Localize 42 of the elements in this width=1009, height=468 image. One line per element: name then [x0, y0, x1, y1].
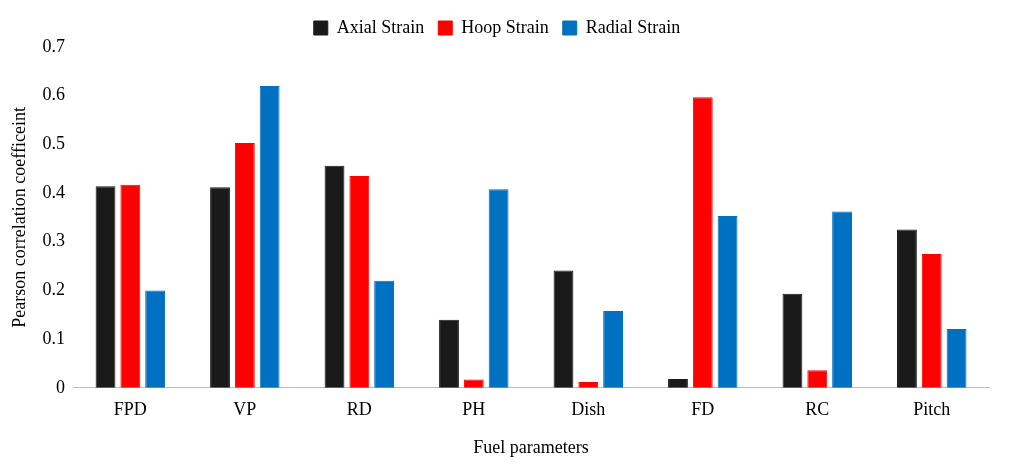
bar [897, 229, 917, 388]
bar [234, 142, 255, 388]
y-tick-label: 0.1 [42, 327, 66, 348]
x-tick-label: Pitch [913, 399, 951, 420]
y-tick-label: 0.6 [42, 84, 66, 105]
bar [603, 310, 624, 388]
y-tick-label: 0.7 [42, 35, 66, 56]
x-tick-label: Dish [571, 399, 606, 420]
bar [324, 165, 345, 388]
bar [259, 85, 280, 388]
bar [668, 379, 688, 388]
legend-label: Hoop Strain [461, 16, 549, 37]
x-tick-label: VP [233, 399, 257, 420]
bar [717, 215, 738, 388]
bar [374, 280, 395, 388]
y-tick-label: 0.2 [42, 279, 66, 300]
bar [349, 176, 370, 388]
bar [553, 270, 574, 388]
y-tick-label: 0.3 [42, 230, 66, 251]
y-tick-label: 0 [56, 376, 66, 397]
y-tick-label: 0.4 [42, 181, 66, 202]
bar [692, 97, 713, 388]
bar [95, 186, 116, 388]
x-tick-label: RD [346, 399, 372, 420]
x-tick-label: PH [462, 399, 486, 420]
bar [921, 253, 942, 388]
bar [120, 184, 141, 388]
legend-label: Radial Strain [585, 16, 681, 37]
bar [782, 293, 803, 388]
bar [832, 211, 852, 388]
bar [145, 290, 166, 388]
legend-label: Axial Strain [336, 16, 425, 37]
x-tick-label: FD [691, 399, 715, 420]
x-axis-title: Fuel parameters [473, 436, 589, 457]
x-tick-label: FPD [113, 399, 147, 420]
bar [210, 187, 230, 388]
x-tick-label: RC [805, 399, 830, 420]
bar [439, 319, 459, 388]
bar [946, 328, 967, 388]
y-tick-label: 0.5 [42, 133, 66, 154]
bar [488, 189, 509, 388]
y-axis-title: Pearson correlation coefficeint [8, 107, 29, 328]
